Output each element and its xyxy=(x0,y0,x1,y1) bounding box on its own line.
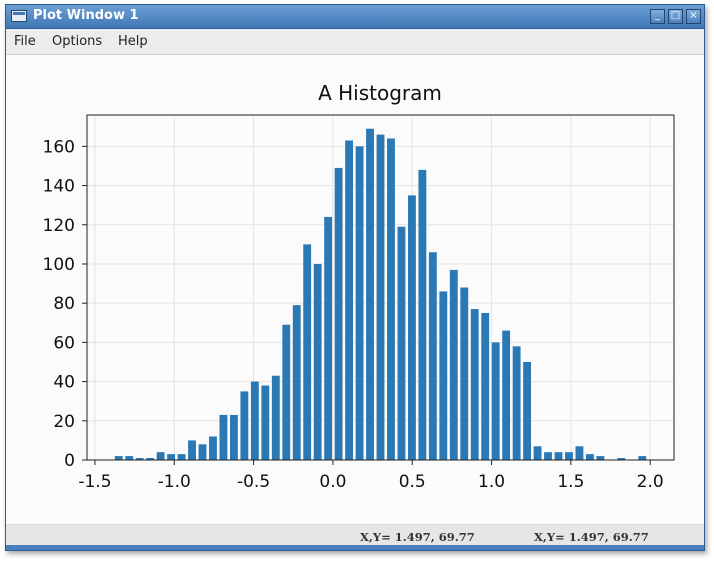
x-tick-label: 0.0 xyxy=(319,472,346,492)
window-bottom-border xyxy=(6,545,704,550)
plot-window: Plot Window 1 _ □ × File Options Help A … xyxy=(5,4,705,551)
title-bar[interactable]: Plot Window 1 _ □ × xyxy=(6,5,704,29)
histogram-bar xyxy=(345,140,354,460)
histogram-bar xyxy=(114,456,123,460)
histogram-bar xyxy=(565,452,573,460)
histogram-bar xyxy=(575,446,584,460)
histogram-bar xyxy=(428,252,437,460)
histogram-bar xyxy=(240,391,249,460)
histogram-bar xyxy=(229,414,238,460)
histogram-bar xyxy=(355,146,364,460)
y-tick-label: 20 xyxy=(53,412,75,432)
histogram-bar xyxy=(167,454,176,460)
histogram-bar xyxy=(271,375,280,460)
histogram-bar xyxy=(554,452,563,460)
histogram-bar xyxy=(334,167,343,460)
histogram-bar xyxy=(177,454,186,460)
status-coordinates-right: X,Y= 1.497, 69.77 xyxy=(534,530,649,544)
y-tick-label: 140 xyxy=(43,177,75,197)
histogram-bar xyxy=(250,381,259,460)
histogram-bar xyxy=(219,414,228,460)
window-title: Plot Window 1 xyxy=(33,8,139,23)
x-tick-label: 0.5 xyxy=(399,472,426,492)
histogram-bar xyxy=(303,244,312,460)
menu-help[interactable]: Help xyxy=(118,34,148,49)
histogram-bar xyxy=(512,346,521,460)
histogram-bar xyxy=(146,458,155,460)
status-bar: X,Y= 1.497, 69.77 X,Y= 1.497, 69.77 xyxy=(6,524,704,547)
menu-options[interactable]: Options xyxy=(52,34,103,49)
histogram-bar xyxy=(407,195,416,460)
histogram-bar xyxy=(596,456,605,460)
histogram-bar xyxy=(585,454,594,460)
chart-title: A Histogram xyxy=(318,81,442,105)
histogram-bar xyxy=(470,309,479,460)
histogram-bar xyxy=(135,458,144,460)
histogram-bar xyxy=(209,436,217,460)
histogram-bar xyxy=(324,216,333,460)
histogram-bar xyxy=(397,226,406,460)
histogram-bar xyxy=(188,440,196,460)
histogram-bar xyxy=(418,169,427,460)
x-tick-label: 1.0 xyxy=(478,472,505,492)
y-tick-label: 60 xyxy=(53,333,75,353)
menu-bar: File Options Help xyxy=(6,29,704,55)
x-tick-label: 1.5 xyxy=(557,472,584,492)
menu-file[interactable]: File xyxy=(14,34,36,49)
close-button[interactable]: × xyxy=(686,9,701,24)
maximize-button[interactable]: □ xyxy=(668,9,683,24)
histogram-bar xyxy=(638,456,647,460)
x-tick-label: 2.0 xyxy=(637,472,664,492)
histogram-chart[interactable]: A Histogram -1.5 -1.0 -0.5 0.0 0.5 1.0 1.5 2.0 0… xyxy=(6,55,704,523)
status-coordinates-left: X,Y= 1.497, 69.77 xyxy=(360,530,475,544)
histogram-bar xyxy=(533,446,542,460)
histogram-bar xyxy=(156,452,165,460)
axes-frame xyxy=(86,114,675,461)
y-tick-label: 0 xyxy=(64,451,75,471)
histogram-bar xyxy=(313,263,322,460)
y-tick-label: 40 xyxy=(53,373,75,393)
y-tick-label: 120 xyxy=(43,216,75,236)
histogram-bar xyxy=(366,128,374,460)
histogram-bar xyxy=(387,138,395,460)
histogram-bar xyxy=(544,452,552,460)
histogram-bar xyxy=(449,269,458,460)
histogram-bar xyxy=(198,444,207,460)
x-tick-label: -1.0 xyxy=(158,472,191,492)
ticks: -1.5 -1.0 -0.5 0.0 0.5 1.0 1.5 2.0 0 20 40 60 80 100 1… xyxy=(43,137,664,492)
y-tick-label: 80 xyxy=(53,294,75,314)
histogram-bar xyxy=(481,312,490,460)
y-tick-label: 160 xyxy=(43,137,75,157)
histogram-bar xyxy=(261,385,270,460)
histogram-bar xyxy=(460,287,469,460)
histogram-bar xyxy=(376,134,385,460)
histogram-bar xyxy=(125,456,134,460)
window-icon xyxy=(11,10,27,22)
plot-canvas[interactable]: A Histogram -1.5 -1.0 -0.5 0.0 0.5 1.0 1.5 2.0 0… xyxy=(6,55,704,523)
histogram-bar xyxy=(292,305,301,460)
y-tick-label: 100 xyxy=(43,255,75,275)
histogram-bar xyxy=(617,458,626,460)
histogram-bar xyxy=(502,330,511,460)
histogram-bar xyxy=(282,324,291,460)
minimize-button[interactable]: _ xyxy=(650,9,665,24)
bars xyxy=(114,128,647,460)
histogram-bar xyxy=(439,291,448,460)
histogram-bar xyxy=(523,361,532,460)
x-tick-label: -0.5 xyxy=(237,472,270,492)
histogram-bar xyxy=(491,342,500,460)
x-tick-label: -1.5 xyxy=(78,472,111,492)
